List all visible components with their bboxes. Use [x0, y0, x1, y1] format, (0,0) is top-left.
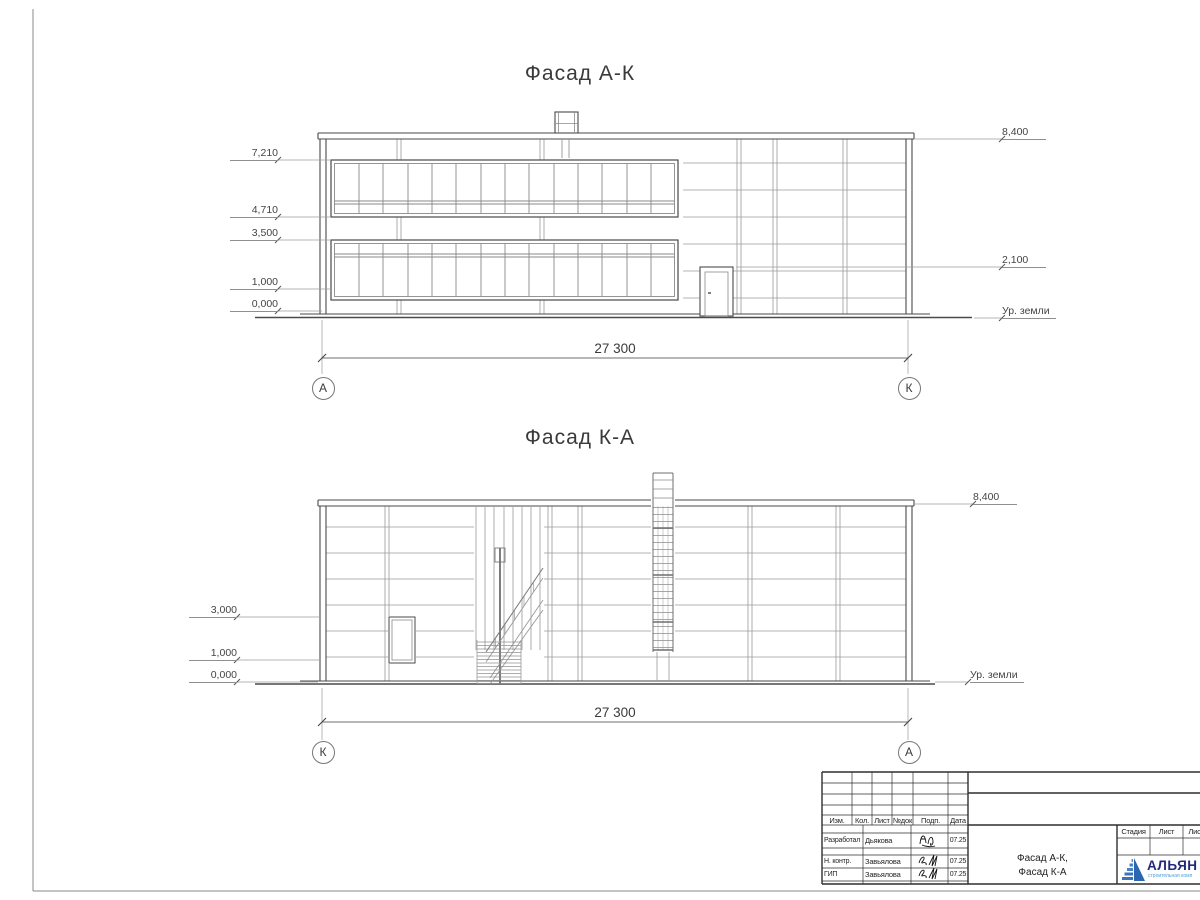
tb-date: 07.25 [949, 837, 967, 844]
tb-doc-title-line1: Фасад А-К, [1017, 853, 1068, 864]
tb-col-podp: Подп. [921, 816, 940, 825]
ground-level-label: Ур. земли [1002, 305, 1056, 319]
level-mark-7210: 7,210 [230, 147, 278, 161]
level-mark-roof: 8,400 [973, 491, 1017, 505]
level-mark-1000: 1,000 [230, 276, 278, 290]
signature-zavyalova [918, 854, 938, 867]
tb-role-nkontr: Н. контр. [824, 858, 852, 865]
tb-col-stadiya: Стадия [1121, 827, 1146, 836]
tb-role-gip: ГИП [824, 871, 838, 878]
alliance-logo-subtitle: строительная комп [1148, 873, 1193, 879]
axis-bubble-k: К [311, 740, 335, 764]
door [699, 266, 734, 317]
ground-level-label: Ур. земли [970, 669, 1024, 683]
signature-dyakova [919, 835, 936, 848]
level-mark-1000: 1,000 [189, 647, 237, 661]
tb-col-listov: Лис [1188, 827, 1200, 836]
axis-bubble-a: А [311, 376, 335, 400]
elevation1-title: Фасад А-К [524, 62, 636, 85]
tb-col-kol: Кол. [854, 816, 870, 825]
tb-col-izm: Изм. [829, 816, 845, 825]
level-mark-0000: 0,000 [230, 298, 278, 312]
sheet-frame [32, 9, 1200, 892]
alliance-logo-icon [1122, 858, 1145, 881]
level-mark-roof: 8,400 [1002, 126, 1046, 140]
level-mark-4710: 4,710 [230, 204, 278, 218]
tb-doc-title-line2: Фасад К-А [1018, 867, 1067, 878]
signature-zavyalova [918, 867, 938, 880]
tb-role-razrabotal: Разработал [824, 837, 861, 844]
span-dimension: 27 300 [594, 705, 636, 720]
tb-name-zavyalova: Завьялова [865, 857, 901, 866]
tb-name-zavyalova: Завьялова [865, 870, 901, 879]
tb-date: 07.25 [949, 858, 967, 865]
alliance-logo-text: АЛЬЯН [1147, 858, 1198, 873]
titleblock-grid [821, 771, 1200, 885]
tb-name-dyakova: Дьякова [865, 836, 893, 845]
elevation1-linework [255, 111, 1006, 374]
tb-col-data: Дата [950, 816, 966, 825]
level-mark-door: 2,100 [1002, 254, 1046, 268]
level-mark-0000: 0,000 [189, 669, 237, 683]
level-mark-3500: 3,500 [230, 227, 278, 241]
axis-bubble-k: К [897, 376, 921, 400]
span-dimension: 27 300 [594, 341, 636, 356]
elevation2-title: Фасад К-А [524, 426, 636, 449]
tb-date: 07.25 [949, 871, 967, 878]
level-mark-3000: 3,000 [189, 604, 237, 618]
axis-bubble-a: А [897, 740, 921, 764]
tb-col-list: Лист [874, 816, 890, 825]
tb-col-ndok: №док [892, 816, 913, 825]
tb-col-list2: Лист [1158, 827, 1175, 836]
window [388, 616, 416, 664]
elevation2-linework [233, 472, 977, 740]
